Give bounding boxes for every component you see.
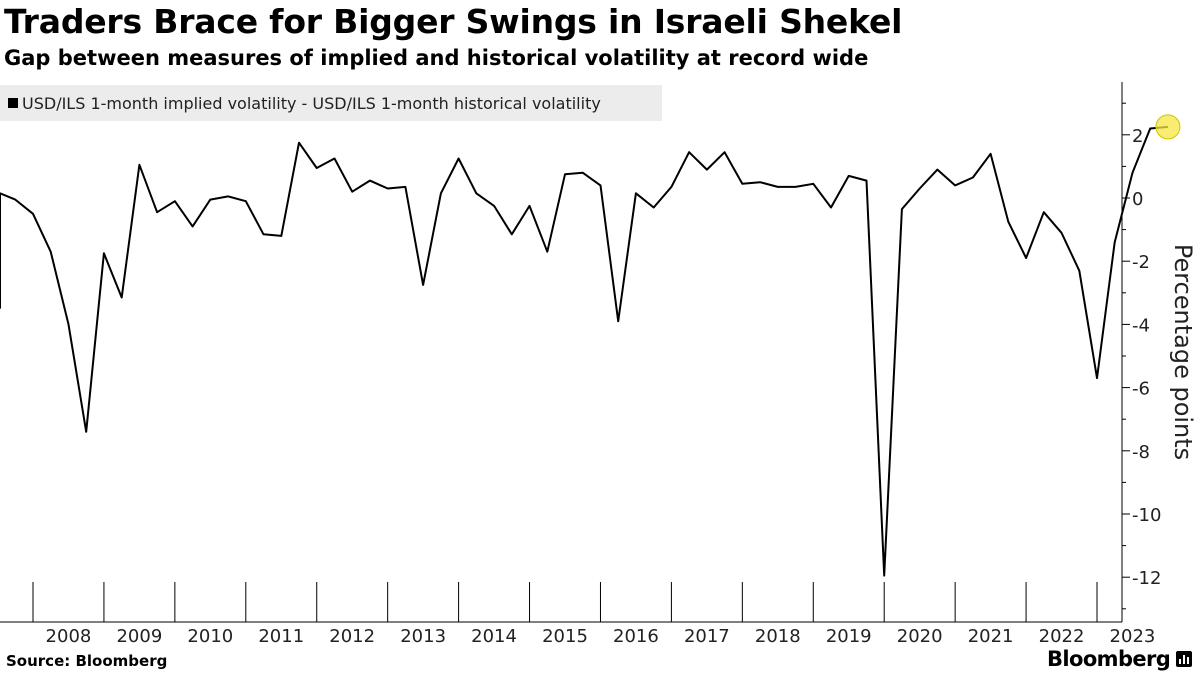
- legend-swatch: [8, 98, 18, 108]
- x-tick-label: 2010: [187, 626, 233, 647]
- x-tick-label: 2016: [613, 626, 659, 647]
- x-tick-label: 2020: [897, 626, 943, 647]
- bar-chart-icon: [1176, 651, 1193, 667]
- y-tick-label: -12: [1132, 568, 1161, 589]
- x-tick-label: 2013: [400, 626, 446, 647]
- y-tick-label: 2: [1132, 126, 1143, 147]
- y-axis-label: Percentage points: [1169, 243, 1197, 461]
- x-tick-label: 2018: [755, 626, 801, 647]
- x-tick-label: 2011: [258, 626, 304, 647]
- y-tick-label: -4: [1132, 315, 1150, 336]
- chart-subtitle: Gap between measures of implied and hist…: [4, 46, 869, 70]
- series-line: [0, 125, 1168, 577]
- x-tick-label: 2009: [116, 626, 162, 647]
- x-tick-label: 2017: [684, 626, 730, 647]
- y-tick-label: -2: [1132, 252, 1150, 273]
- chart-legend: USD/ILS 1-month implied volatility - USD…: [0, 85, 662, 121]
- source-note: Source: Bloomberg: [6, 652, 168, 670]
- x-tick-label: 2015: [542, 626, 588, 647]
- y-tick-label: 0: [1132, 189, 1143, 210]
- latest-point-highlight: [1155, 114, 1181, 140]
- x-tick-label: 2012: [329, 626, 375, 647]
- y-tick-label: -6: [1132, 379, 1150, 400]
- y-tick-label: -8: [1132, 442, 1150, 463]
- x-tick-label: 2019: [826, 626, 872, 647]
- legend-label: USD/ILS 1-month implied volatility - USD…: [22, 93, 601, 113]
- chart-title: Traders Brace for Bigger Swings in Israe…: [4, 2, 903, 41]
- x-tick-label: 2022: [1039, 626, 1085, 647]
- x-tick-label: 2023: [1110, 626, 1156, 647]
- brand-wordmark: Bloomberg: [1047, 647, 1171, 671]
- bloomberg-logo: Bloomberg: [1047, 647, 1193, 671]
- x-tick-label: 2014: [471, 626, 517, 647]
- x-tick-label: 2021: [968, 626, 1014, 647]
- y-tick-label: -10: [1132, 505, 1161, 526]
- x-tick-label: 2008: [46, 626, 92, 647]
